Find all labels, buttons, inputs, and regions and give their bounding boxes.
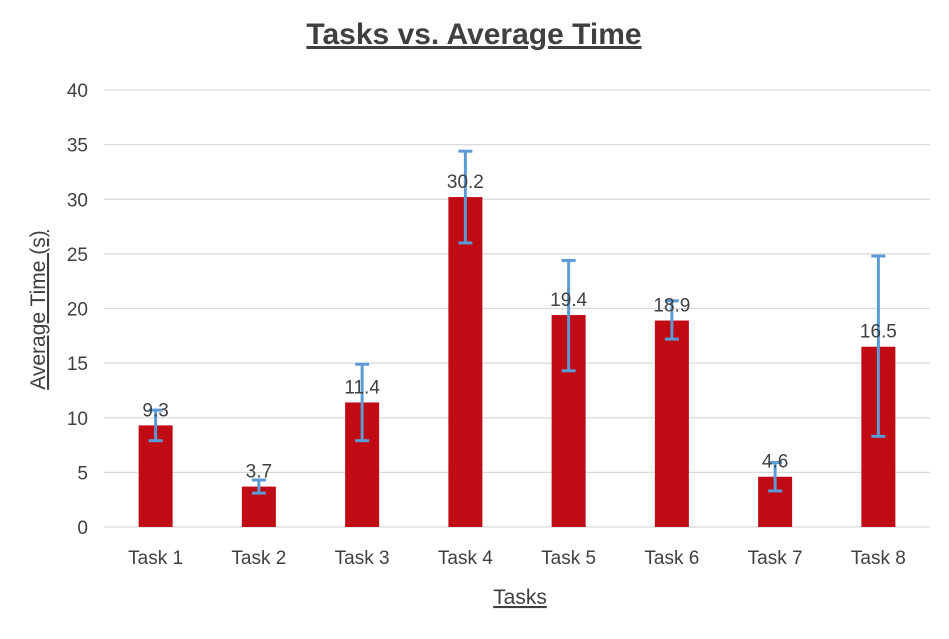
y-tick-label: 0 [77,518,88,539]
bar [448,197,483,527]
data-label: 3.7 [246,462,272,483]
chart-title: Tasks vs. Average Time [306,18,641,51]
x-tick-label: Task 7 [748,548,803,569]
data-label: 19.4 [550,290,587,311]
x-tick-label: Task 8 [851,548,906,569]
y-axis-tick-labels: 0 5 10 15 20 25 30 35 40 [67,81,88,539]
x-tick-label: Task 6 [644,548,699,569]
error-bar [664,299,679,341]
x-axis-title: Tasks [493,586,547,609]
data-label: 30.2 [447,172,484,193]
data-label: 18.9 [653,296,690,317]
data-label: 4.6 [762,452,788,473]
x-tick-label: Task 4 [438,548,493,569]
x-tick-label: Task 3 [335,548,390,569]
data-labels: 9.3 3.7 11.4 30.2 19.4 18.9 4.6 16.5 [142,172,896,483]
error-bars [148,149,886,495]
error-bar [768,461,783,493]
error-bar [561,258,576,373]
gridlines [104,89,930,528]
y-axis-title: Average Time (s) [27,230,50,390]
error-bar [355,362,370,443]
x-tick-label: Task 1 [128,548,183,569]
data-label: 16.5 [860,322,897,343]
x-axis-tick-labels: Task 1 Task 2 Task 3 Task 4 Task 5 Task 6 Task… [128,548,906,569]
x-tick-label: Task 5 [541,548,596,569]
y-tick-label: 35 [67,136,88,157]
x-tick-label: Task 2 [231,548,286,569]
data-label: 9.3 [142,400,168,421]
error-bar [251,478,266,495]
bar [654,320,689,527]
error-bar [871,254,886,438]
y-tick-label: 30 [67,190,88,211]
y-tick-label: 15 [67,354,88,375]
y-tick-label: 5 [77,463,88,484]
bars [138,197,896,527]
y-tick-label: 20 [67,300,88,321]
data-label: 11.4 [344,377,380,398]
y-tick-label: 10 [67,409,88,430]
error-bar [458,149,473,245]
y-tick-label: 25 [67,245,88,266]
y-tick-label: 40 [67,81,88,102]
error-bar [148,408,163,443]
bar [138,425,173,527]
